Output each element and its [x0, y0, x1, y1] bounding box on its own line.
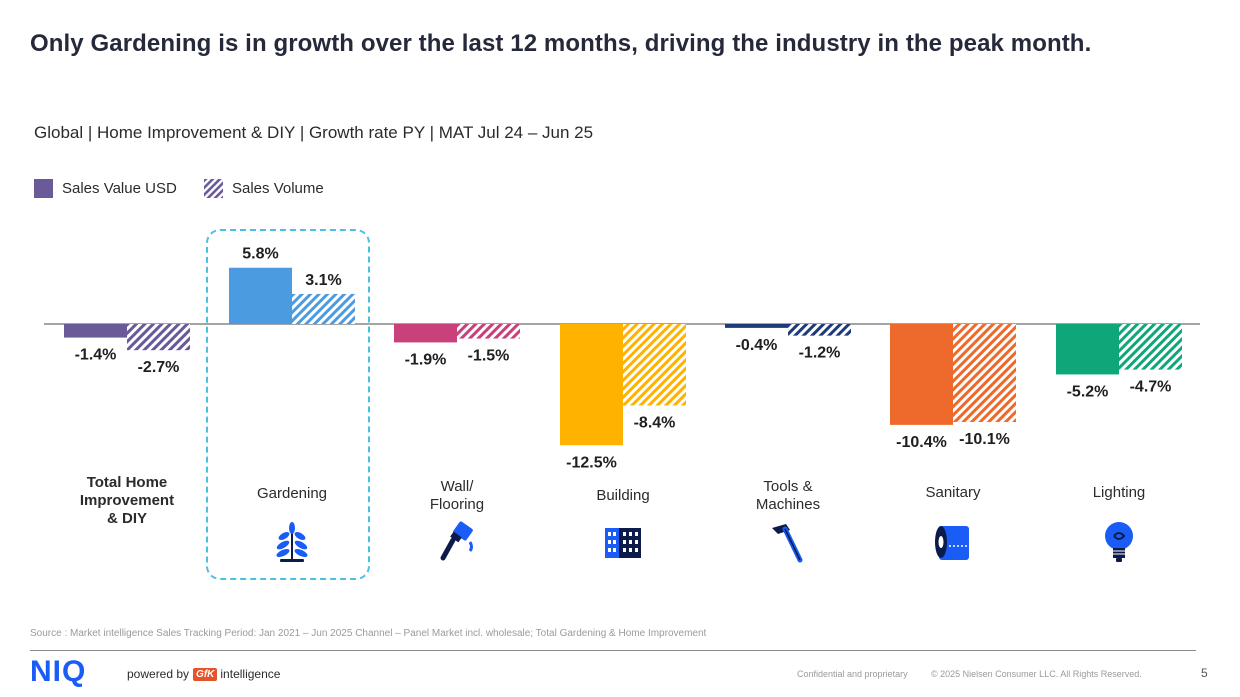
legend-swatch-hatched	[204, 179, 223, 198]
data-label: -2.7%	[138, 359, 180, 376]
data-label: 5.8%	[242, 246, 278, 263]
bar-sales-value	[229, 267, 292, 324]
bar-sales-value	[394, 324, 457, 343]
category-label: Gardening	[256, 485, 328, 502]
copyright-note: © 2025 Nielsen Consumer LLC. All Rights …	[931, 669, 1142, 679]
legend-swatch-solid	[34, 179, 53, 198]
legend-item-sales-value: Sales Value USD	[34, 178, 177, 199]
paint-brush-icon	[440, 521, 473, 561]
data-label: -4.7%	[1130, 379, 1172, 396]
intelligence-text: intelligence	[220, 667, 281, 681]
hammer-icon	[772, 524, 803, 563]
bar-sales-value	[725, 324, 788, 328]
legend-item-sales-volume: Sales Volume	[204, 178, 324, 199]
source-note: Source : Market intelligence Sales Track…	[30, 628, 707, 639]
data-label: -1.5%	[468, 348, 510, 365]
building-icon	[605, 528, 641, 558]
category-label: Sanitary	[925, 484, 981, 501]
bar-sales-value	[64, 324, 127, 338]
data-label: -10.1%	[959, 431, 1010, 448]
category-label: Lighting	[1092, 484, 1146, 501]
bar-sales-volume	[623, 324, 686, 406]
bar-sales-volume	[953, 324, 1016, 422]
category-label: Total Home Improvement & DIY	[79, 474, 175, 527]
category-label: Building	[596, 487, 650, 504]
data-label: -1.2%	[799, 345, 841, 362]
data-label: -5.2%	[1067, 383, 1109, 400]
toilet-paper-icon	[935, 526, 969, 560]
niq-logo: NIQ	[30, 655, 87, 688]
plant-icon	[276, 522, 308, 562]
light-bulb-icon	[1105, 522, 1133, 562]
footer-divider	[30, 650, 1196, 651]
data-label: -1.4%	[75, 347, 117, 364]
data-label: -10.4%	[896, 434, 947, 451]
powered-by-text: powered by	[127, 667, 190, 681]
data-label: -8.4%	[634, 414, 676, 431]
bar-sales-volume	[127, 324, 190, 351]
data-label: 3.1%	[305, 272, 341, 289]
data-label: -0.4%	[736, 337, 778, 354]
bar-sales-volume	[457, 324, 520, 339]
powered-by: powered by GfK intelligence	[127, 667, 280, 681]
bar-sales-value	[560, 324, 623, 446]
gardening-highlight-box	[206, 229, 370, 580]
bar-sales-value	[890, 324, 953, 425]
data-label: -12.5%	[566, 454, 617, 471]
page-number: 5	[1201, 666, 1208, 680]
category-label: Wall/Flooring	[429, 478, 485, 513]
legend-label-sales-value: Sales Value USD	[62, 180, 177, 197]
bar-sales-volume	[292, 293, 355, 324]
gfk-logo: GfK	[193, 667, 218, 681]
bar-sales-value	[1056, 324, 1119, 375]
chart-subtitle: Global | Home Improvement & DIY | Growth…	[34, 123, 594, 142]
bar-sales-volume	[788, 324, 851, 336]
data-label: -1.9%	[405, 351, 447, 368]
legend-label-sales-volume: Sales Volume	[232, 180, 324, 197]
bar-sales-volume	[1119, 324, 1182, 370]
confidential-note: Confidential and proprietary	[797, 669, 908, 679]
category-label: Tools & Machines	[755, 478, 821, 513]
page-title: Only Gardening is in growth over the las…	[30, 30, 1092, 57]
